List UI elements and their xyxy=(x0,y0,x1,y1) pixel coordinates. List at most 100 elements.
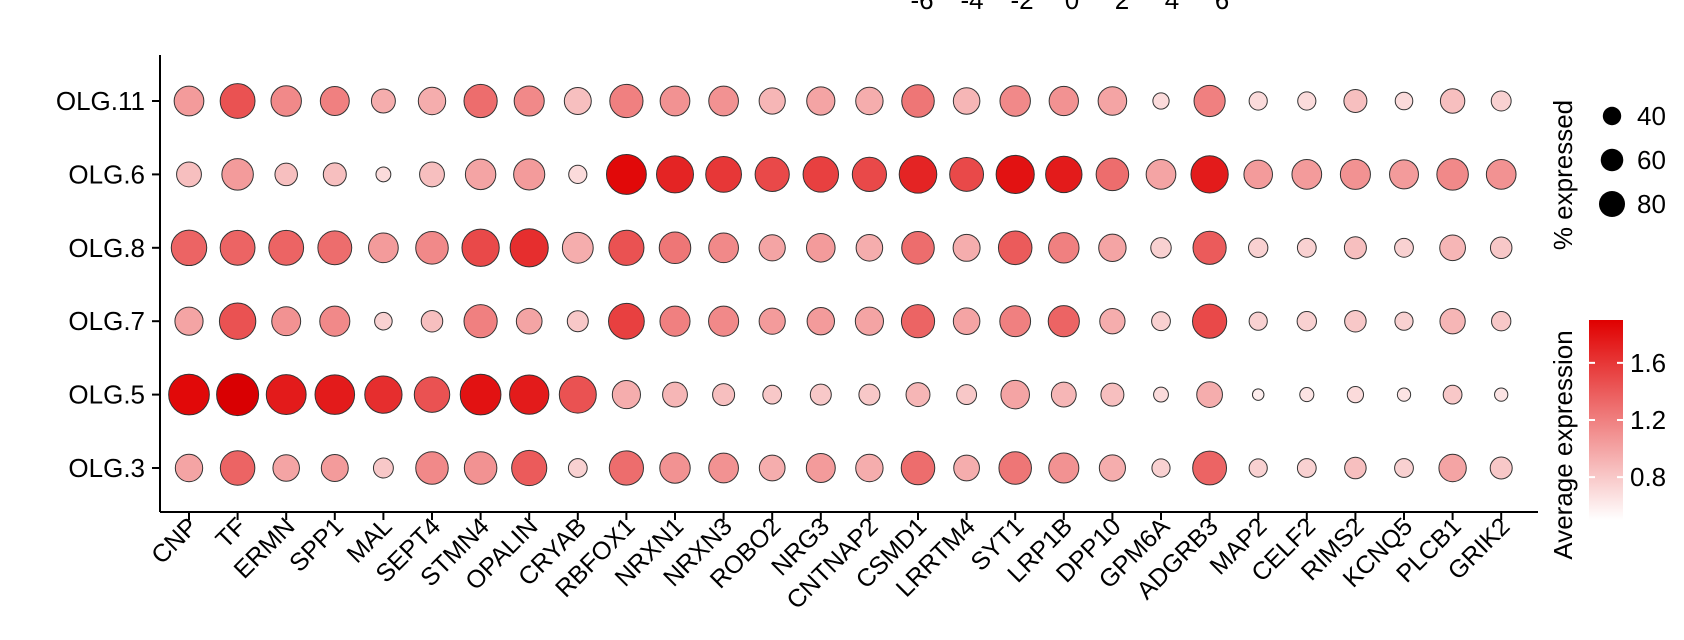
dot-OLG.6-RIMS2 xyxy=(1339,158,1371,190)
dot-OLG.5-LRP1B xyxy=(1050,381,1077,408)
y-axis-label: OLG.7 xyxy=(68,306,145,336)
color-legend: Average expression 1.6 1.2 0.8 xyxy=(1548,320,1666,560)
dot-OLG.5-MAL xyxy=(364,375,403,414)
dot-OLG.11-CELF2 xyxy=(1297,91,1317,111)
dot-OLG.8-NRG3 xyxy=(806,233,836,263)
dot-OLG.8-SYT1 xyxy=(997,230,1033,266)
axes xyxy=(159,55,1538,513)
dot-OLG.3-KCNQ5 xyxy=(1394,458,1414,478)
dot-OLG.3-ERMN xyxy=(272,454,300,482)
dot-OLG.5-OPALIN xyxy=(509,374,550,415)
dot-OLG.8-MAP2 xyxy=(1248,237,1269,258)
dot-OLG.6-NRG3 xyxy=(802,156,840,193)
dot-OLG.8-SEPT4 xyxy=(415,231,449,265)
dot-OLG.6-ERMN xyxy=(274,162,298,187)
dot-OLG.7-ERMN xyxy=(271,306,302,337)
dot-OLG.11-CSMD1 xyxy=(901,84,935,118)
top-tick-label: -2 xyxy=(1010,0,1033,15)
top-tick-label: -6 xyxy=(910,0,933,15)
y-axis-label: OLG.11 xyxy=(56,86,145,116)
top-tick-label: 4 xyxy=(1165,0,1179,15)
dot-OLG.8-OPALIN xyxy=(509,228,549,268)
y-axis-label: OLG.6 xyxy=(68,159,145,189)
dot-OLG.11-ADGRB3 xyxy=(1193,84,1226,118)
dot-OLG.3-GRIK2 xyxy=(1489,456,1513,480)
dot-OLG.5-RBFOX1 xyxy=(611,380,641,410)
dot-OLG.5-NRXN3 xyxy=(712,383,736,407)
dot-OLG.11-TF xyxy=(219,83,256,119)
dot-OLG.7-CELF2 xyxy=(1296,311,1317,332)
dot-OLG.8-CNP xyxy=(170,229,208,267)
dot-OLG.6-KCNQ5 xyxy=(1389,159,1419,190)
dot-OLG.7-TF xyxy=(218,302,257,340)
dot-OLG.7-RIMS2 xyxy=(1344,309,1367,333)
dot-OLG.6-STMN4 xyxy=(464,158,497,191)
dot-OLG.8-MAL xyxy=(368,232,399,264)
dot-OLG.3-LRP1B xyxy=(1048,452,1080,484)
dot-OLG.5-CRYAB xyxy=(558,375,597,414)
dot-OLG.7-NRG3 xyxy=(806,307,835,336)
dot-OLG.7-RBFOX1 xyxy=(608,302,645,340)
dot-OLG.3-PLCB1 xyxy=(1438,453,1467,483)
dot-OLG.3-RIMS2 xyxy=(1344,456,1367,480)
x-axis-label: CNP xyxy=(146,512,203,569)
dot-OLG.5-SPP1 xyxy=(314,374,356,415)
top-tick-labels: -6 -4 -2 0 2 4 6 xyxy=(910,0,1229,15)
dot-OLG.6-MAP2 xyxy=(1243,159,1273,190)
size-legend-label: 40 xyxy=(1637,101,1666,131)
dot-OLG.8-ROBO2 xyxy=(758,234,786,262)
dot-OLG.8-ADGRB3 xyxy=(1192,230,1227,265)
dot-OLG.8-STMN4 xyxy=(461,228,500,267)
top-tick-label: -4 xyxy=(960,0,983,15)
dot-OLG.7-CRYAB xyxy=(566,310,589,333)
dot-OLG.11-LRRTM4 xyxy=(952,87,981,115)
dot-OLG.11-SPP1 xyxy=(319,86,350,116)
dot-OLG.7-GPM6A xyxy=(1151,311,1171,332)
dot-OLG.6-CELF2 xyxy=(1291,159,1323,190)
dot-OLG.7-ADGRB3 xyxy=(1192,303,1228,339)
dot-OLG.11-SYT1 xyxy=(999,85,1031,117)
dot-OLG.8-LRP1B xyxy=(1048,232,1080,264)
dot-OLG.6-OPALIN xyxy=(513,158,546,191)
dot-OLG.5-PLCB1 xyxy=(1442,384,1463,405)
dot-OLG.3-DPP10 xyxy=(1098,454,1126,482)
dot-OLG.11-ERMN xyxy=(270,85,302,117)
dot-OLG.5-ADGRB3 xyxy=(1196,381,1223,408)
dot-OLG.3-CNP xyxy=(174,453,204,483)
dot-OLG.8-TF xyxy=(219,229,256,266)
size-legend-label: 80 xyxy=(1637,189,1666,219)
dot-OLG.3-TF xyxy=(219,450,256,486)
dot-OLG.3-OPALIN xyxy=(511,449,548,487)
dot-OLG.6-SYT1 xyxy=(995,154,1035,194)
dot-OLG.8-NRXN3 xyxy=(708,232,739,264)
dot-OLG.7-DPP10 xyxy=(1099,308,1126,335)
dot-OLG.8-LRRTM4 xyxy=(952,233,981,262)
dot-OLG.11-RBFOX1 xyxy=(609,83,644,119)
dot-OLG.7-SEPT4 xyxy=(420,309,444,333)
dot-OLG.3-CSMD1 xyxy=(900,450,936,486)
dot-OLG.11-LRP1B xyxy=(1048,85,1079,117)
color-legend-title: Average expression xyxy=(1548,330,1578,559)
dot-OLG.11-NRXN1 xyxy=(659,85,691,117)
dot-OLG.11-STMN4 xyxy=(463,83,498,119)
dot-OLG.6-MAL xyxy=(375,166,392,183)
size-legend-dot xyxy=(1598,190,1626,218)
dot-OLG.5-CELF2 xyxy=(1299,387,1315,403)
dot-OLG.11-GRIK2 xyxy=(1490,90,1512,112)
dot-OLG.5-CNTNAP2 xyxy=(858,383,881,406)
dot-OLG.6-GRIK2 xyxy=(1485,159,1517,190)
dot-OLG.3-ADGRB3 xyxy=(1192,450,1228,486)
dot-OLG.8-RIMS2 xyxy=(1343,236,1367,260)
dot-OLG.11-SEPT4 xyxy=(417,86,447,116)
dot-OLG.6-ADGRB3 xyxy=(1190,155,1229,194)
dot-OLG.6-PLCB1 xyxy=(1436,158,1469,191)
dot-OLG.7-KCNQ5 xyxy=(1394,311,1414,331)
dot-OLG.7-OPALIN xyxy=(515,307,543,335)
dot-OLG.6-CRYAB xyxy=(568,164,588,184)
dot-OLG.8-ERMN xyxy=(268,229,305,266)
dot-OLG.5-CNP xyxy=(168,373,210,416)
dot-OLG.11-KCNQ5 xyxy=(1394,91,1414,111)
dot-OLG.7-MAP2 xyxy=(1248,311,1268,331)
dot-OLG.7-NRXN1 xyxy=(659,305,691,337)
